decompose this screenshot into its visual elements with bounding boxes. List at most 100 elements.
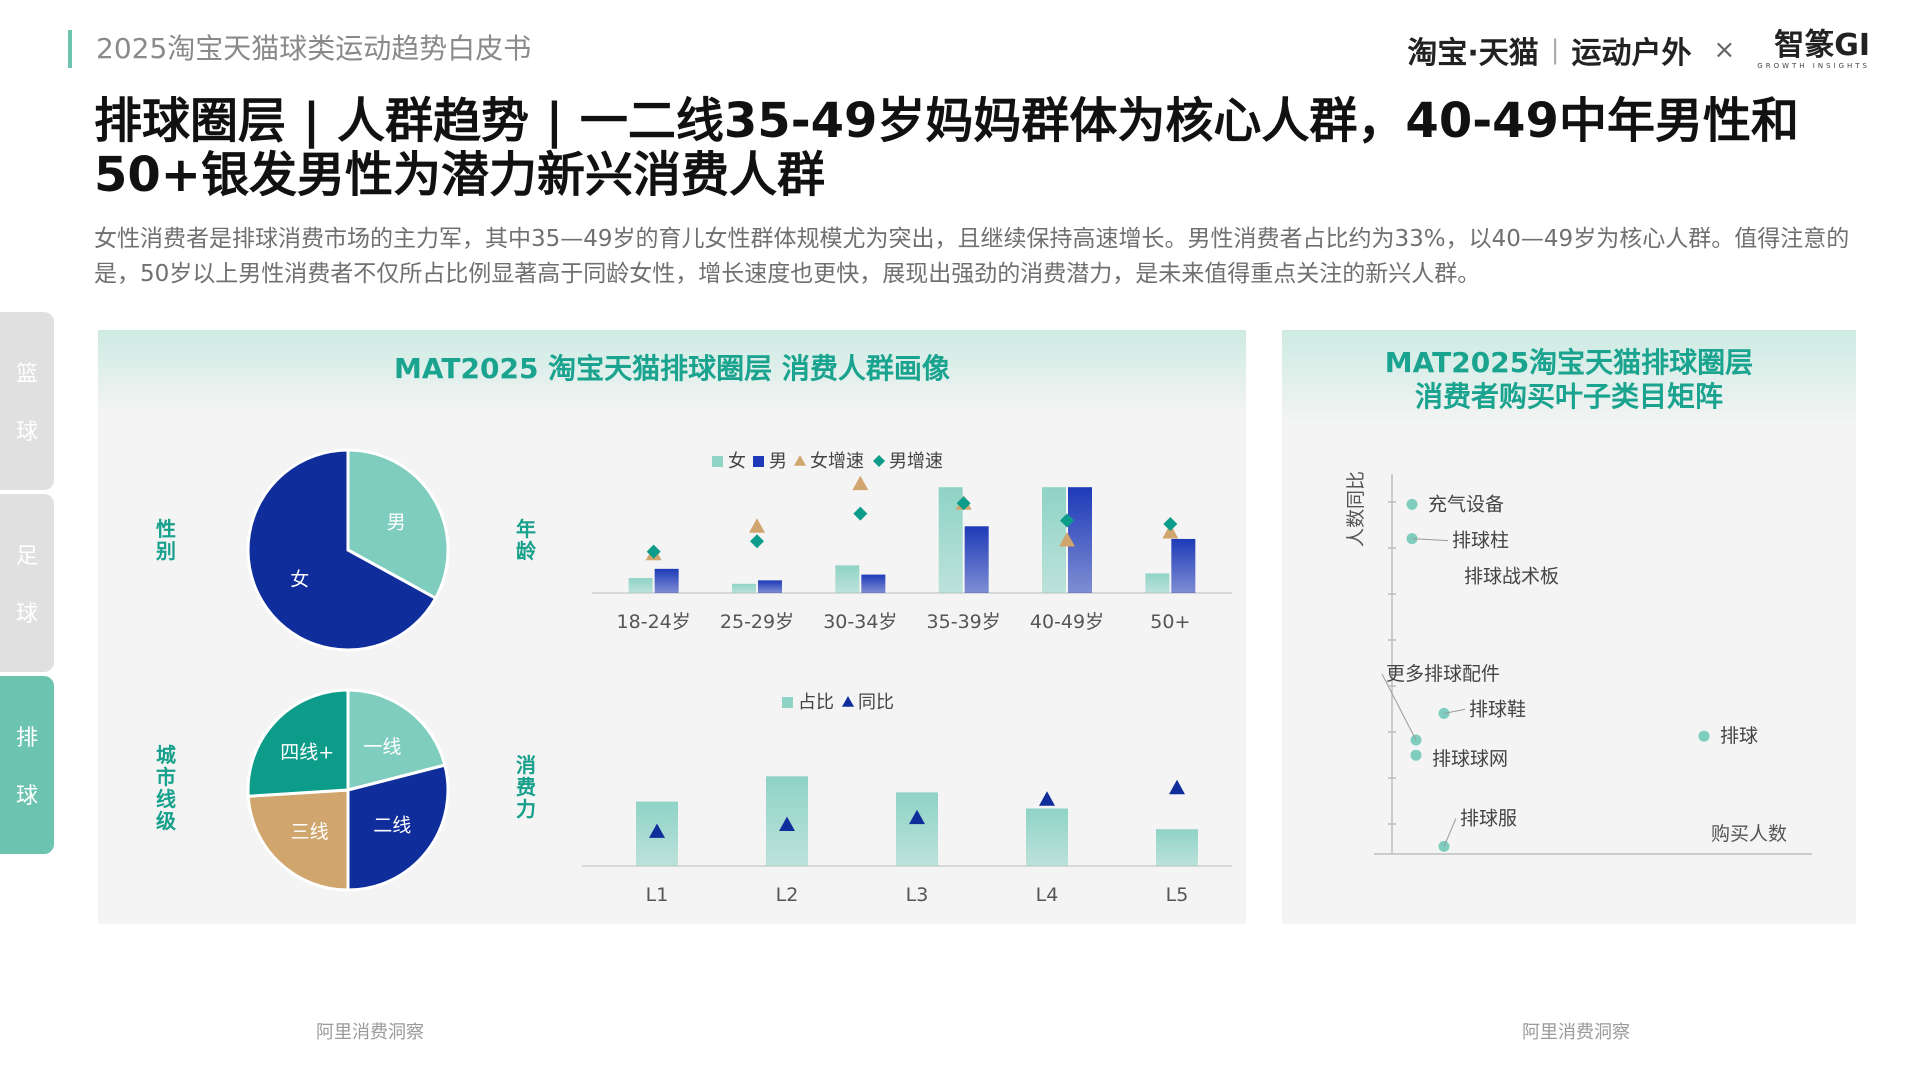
x-tick-label: 18-24岁 <box>617 611 691 633</box>
marker-triangle <box>1039 791 1055 806</box>
page-description: 女性消费者是排球消费市场的主力军，其中35—49岁的育儿女性群体规模尤为突出，且… <box>94 226 1850 287</box>
marker-triangle <box>1059 532 1075 547</box>
page-title: 排球圈层 | 人群趋势 | 一二线35-49岁妈妈群体为核心人群，40-49中年… <box>94 93 1799 203</box>
panel-title-line2: 消费者购买叶子类目矩阵 <box>1414 380 1723 413</box>
x-tick-label: L5 <box>1166 884 1189 906</box>
point-label: 排球 <box>1720 725 1758 747</box>
bar <box>1145 573 1170 593</box>
side-tab-nav: 篮 球 足 球 排 球 <box>0 312 54 858</box>
legend-swatch <box>873 455 885 467</box>
side-tab-basketball[interactable]: 篮 球 <box>0 312 54 490</box>
x-tick-label: 30-34岁 <box>823 611 897 633</box>
point-label: 排球柱 <box>1452 530 1509 552</box>
x-tick-label: L4 <box>1036 884 1059 906</box>
marker-diamond <box>853 506 868 521</box>
panel-title-line1: MAT2025淘宝天猫排球圈层 <box>1384 346 1754 379</box>
report-title: 2025淘宝天猫球类运动趋势白皮书 <box>96 32 532 65</box>
bar <box>1042 487 1066 593</box>
legend-label: 占比 <box>798 692 834 713</box>
marker-triangle <box>649 823 665 838</box>
leader-line <box>1411 538 1449 542</box>
bar <box>896 792 938 866</box>
pie-slice-label: 男 <box>387 511 406 533</box>
x-tick-label: L2 <box>776 884 799 906</box>
leader-line <box>1443 708 1466 714</box>
leader-line <box>1381 673 1417 741</box>
marker-diamond <box>750 534 764 549</box>
gender-label: 性别 <box>156 517 176 563</box>
brand-times-icon: × <box>1713 35 1736 65</box>
legend-label: 男 <box>769 451 787 472</box>
marker-diamond <box>956 496 971 511</box>
bar <box>835 565 860 593</box>
marker-triangle <box>852 475 869 491</box>
leader-line <box>1443 818 1457 847</box>
consumer-portrait-panel: MAT2025 淘宝天猫排球圈层 消费人群画像 性别 年龄 城市线级 消费力 男… <box>98 330 1246 924</box>
marker-triangle <box>1169 779 1185 795</box>
header-accent-bar <box>68 30 72 68</box>
bar <box>1156 829 1198 866</box>
x-tick-label: 50+ <box>1150 611 1190 633</box>
spending-bar-chart: 占比 同比 L1 L2 L3 L4 L5 <box>582 692 1232 906</box>
x-axis-label: 购买人数 <box>1711 823 1787 845</box>
bar <box>628 578 653 593</box>
pie-slice-label: 女 <box>290 569 309 591</box>
x-tick-label: 25-29岁 <box>720 611 794 633</box>
bar <box>1026 808 1068 866</box>
category-matrix-panel: MAT2025淘宝天猫排球圈层 消费者购买叶子类目矩阵 人数同比购买人数 充气设备… <box>1282 330 1856 924</box>
panel-header <box>98 330 1246 414</box>
scatter-point <box>1438 840 1450 852</box>
legend-swatch <box>712 456 723 467</box>
bar <box>1068 487 1092 593</box>
legend-swatch <box>842 696 854 707</box>
age-label: 年龄 <box>516 517 536 563</box>
bar <box>1171 538 1196 593</box>
pie-slice-label: 一线 <box>363 736 401 758</box>
spending-label: 消费力 <box>516 753 536 821</box>
marker-diamond <box>1060 513 1074 528</box>
scatter-point <box>1438 707 1450 719</box>
side-tab-char: 篮 <box>15 362 38 387</box>
x-tick-label: 40-49岁 <box>1030 611 1104 633</box>
marker-triangle <box>749 518 765 533</box>
point-label: 更多排球配件 <box>1386 663 1500 685</box>
pie-slice <box>346 688 447 792</box>
point-label: 排球战术板 <box>1464 566 1559 588</box>
bar <box>861 574 886 593</box>
brand-gi-logo: 智篆GI GROWTH INSIGHTS <box>1757 27 1870 70</box>
marker-triangle <box>909 809 925 825</box>
brand-gi-name: 智篆GI <box>1774 27 1870 63</box>
y-axis-label: 人数同比 <box>1345 471 1367 547</box>
scatter-point <box>1406 498 1418 510</box>
side-tab-char: 排 <box>15 726 38 751</box>
point-label: 充气设备 <box>1428 493 1504 515</box>
point-label: 排球服 <box>1460 807 1517 829</box>
side-tab-char: 球 <box>15 784 38 809</box>
legend-label: 女增速 <box>810 451 864 472</box>
side-tab-char: 球 <box>15 420 38 445</box>
brand-logos: 淘宝·天猫 | 运动户外 × 智篆GI GROWTH INSIGHTS <box>1407 28 1870 72</box>
pie-slice <box>346 763 450 892</box>
legend-label: 男增速 <box>889 451 943 472</box>
marker-triangle <box>779 816 795 831</box>
side-tab-volleyball[interactable]: 排 球 <box>0 676 54 854</box>
source-note: 阿里消费洞察 <box>1522 1022 1630 1043</box>
scatter-point <box>1410 749 1422 761</box>
side-tab-football[interactable]: 足 球 <box>0 494 54 672</box>
brand-divider: | <box>1550 35 1560 65</box>
legend-label: 女 <box>728 451 746 472</box>
brand-gi-sub: GROWTH INSIGHTS <box>1757 61 1870 70</box>
x-tick-label: L1 <box>646 884 669 906</box>
legend-label: 同比 <box>858 692 894 713</box>
bar <box>758 580 782 593</box>
bar <box>964 526 989 593</box>
bar <box>654 568 679 593</box>
panel-title: MAT2025 淘宝天猫排球圈层 消费人群画像 <box>394 352 950 385</box>
age-bar-chart: 女 男 女增速 男增速 18-24岁 25-29岁 30-34岁 35-39岁 40-49岁 50… <box>592 451 1232 633</box>
legend-swatch <box>753 456 764 467</box>
brand-sports-outdoor: 运动户外 <box>1571 36 1692 71</box>
marker-diamond <box>1163 517 1178 531</box>
pie-slice-label: 四线+ <box>280 742 334 764</box>
